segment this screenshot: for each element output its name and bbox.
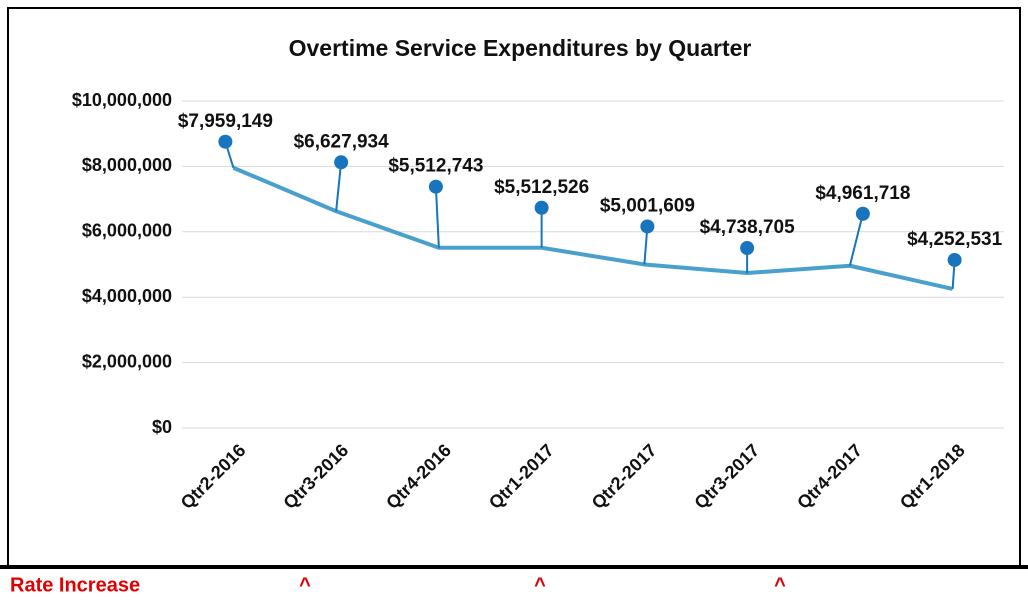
marker xyxy=(218,134,233,149)
y-tick-label: $4,000,000 xyxy=(82,286,172,306)
marker xyxy=(947,252,962,267)
y-tick-label: $6,000,000 xyxy=(82,221,172,241)
y-tick-label: $0 xyxy=(152,417,172,437)
leader-line xyxy=(434,186,440,248)
marker xyxy=(428,179,443,194)
data-label: $5,001,609 xyxy=(600,195,695,216)
leader-line xyxy=(848,213,864,266)
leader-line xyxy=(335,162,343,212)
rate-increase-marker: ^ xyxy=(299,574,311,596)
y-tick-label: $2,000,000 xyxy=(82,351,172,371)
data-label: $4,961,718 xyxy=(815,183,910,204)
data-label: $5,512,743 xyxy=(388,156,483,177)
y-tick-label: $8,000,000 xyxy=(82,155,172,175)
data-label: $4,738,705 xyxy=(700,217,796,238)
marker xyxy=(334,155,349,170)
data-label: $7,959,149 xyxy=(178,111,273,132)
chart-title: Overtime Service Expenditures by Quarter xyxy=(289,35,752,61)
y-tick-label: $10,000,000 xyxy=(72,90,172,110)
data-label: $5,512,526 xyxy=(494,177,589,198)
marker xyxy=(740,241,755,256)
rate-increase-marker: ^ xyxy=(534,574,546,596)
footer-label: Rate Increase xyxy=(10,574,140,596)
line xyxy=(232,165,954,291)
marker xyxy=(855,206,870,221)
marker xyxy=(534,200,549,215)
rate-increase-marker: ^ xyxy=(774,574,786,596)
data-label: $6,627,934 xyxy=(294,131,390,152)
data-label: $4,252,531 xyxy=(907,229,1003,250)
marker xyxy=(640,219,655,234)
